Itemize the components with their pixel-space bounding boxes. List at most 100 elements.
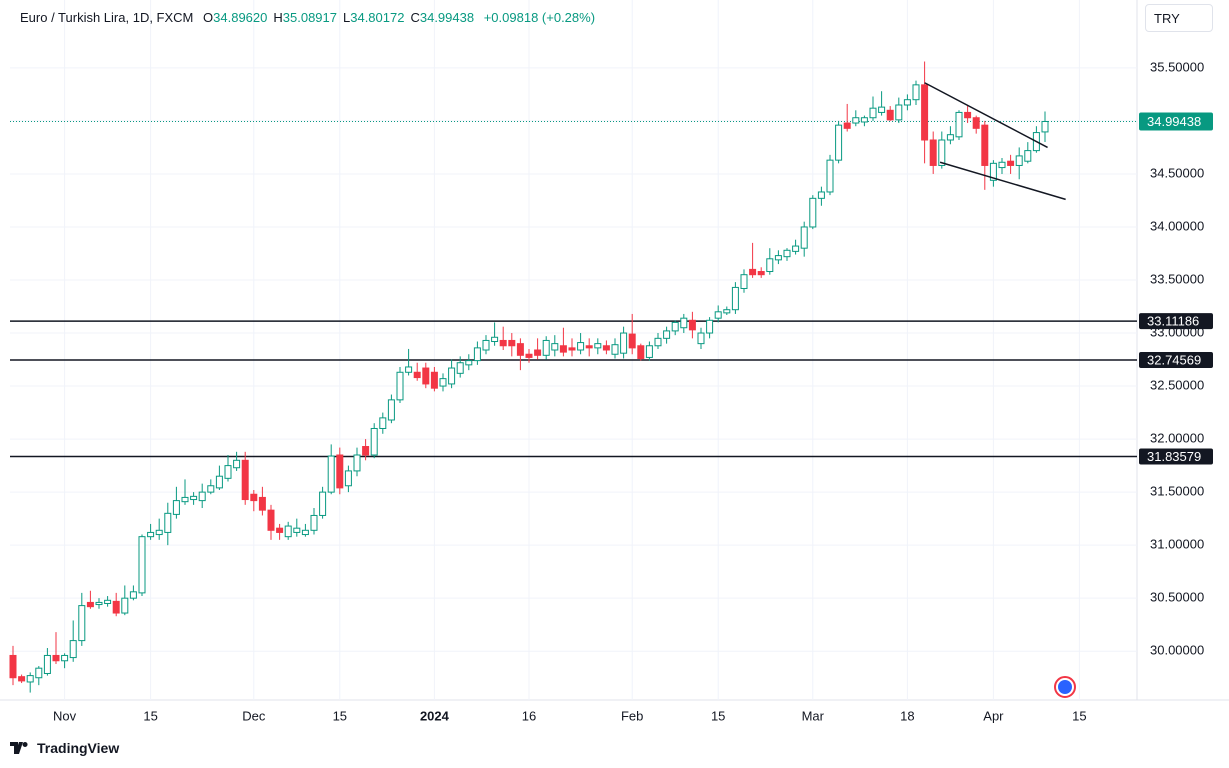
symbol-title: Euro / Turkish Lira, 1D, FXCM	[20, 10, 194, 25]
candle-body	[972, 117, 980, 129]
trendline	[924, 82, 1048, 149]
x-tick-label: 2024	[420, 708, 450, 723]
change: +0.09818 (+0.28%)	[483, 10, 596, 25]
brand-logo	[10, 742, 28, 754]
candle-body	[336, 454, 344, 489]
candle-body	[353, 454, 361, 472]
level-label: 32.74569	[1147, 352, 1201, 367]
currency-button[interactable]: TRY	[1145, 4, 1213, 32]
ohlc-fields: O34.89620 H35.08917 L34.80172 C34.99438	[197, 10, 474, 25]
candle-body	[929, 139, 937, 166]
candle-body	[379, 417, 387, 429]
x-tick-label: 16	[522, 708, 536, 723]
candle-body	[121, 597, 129, 614]
candle-body	[611, 344, 619, 355]
x-tick-label: 18	[900, 708, 914, 723]
candle-body	[637, 345, 645, 359]
x-tick-label: 15	[143, 708, 157, 723]
candle-body	[602, 345, 610, 351]
field-key: C	[410, 10, 420, 25]
last-price-label: 34.99438	[1147, 114, 1201, 129]
last-price-box	[1139, 112, 1213, 131]
candle-body	[241, 459, 249, 501]
candle-body	[233, 459, 241, 469]
level-label: 31.83579	[1147, 449, 1201, 464]
candle-body	[835, 124, 843, 161]
y-tick-label: 34.50000	[1150, 165, 1204, 180]
candle-body	[757, 271, 765, 276]
candle-body	[1041, 121, 1049, 133]
candle-body	[69, 640, 77, 659]
level-label: 33.11186	[1147, 314, 1199, 329]
icon-core	[1058, 680, 1072, 694]
field-key: H	[273, 10, 283, 25]
candle-body	[387, 399, 395, 421]
candle-body	[52, 654, 60, 662]
candle-body	[1007, 160, 1015, 166]
candle-body	[319, 491, 327, 516]
candle-body	[181, 496, 189, 503]
candle-body	[95, 601, 103, 606]
field-key: O	[203, 10, 214, 25]
candle-body	[577, 342, 585, 351]
y-tick-label: 31.50000	[1150, 484, 1204, 499]
candle-body	[147, 531, 155, 538]
candle-body	[293, 527, 301, 533]
candle-body	[78, 605, 86, 642]
candle-body	[224, 465, 232, 479]
candle-body	[327, 455, 335, 493]
candle-body	[207, 485, 215, 493]
candle-body	[826, 159, 834, 193]
symbol-header: Euro / Turkish Lira, 1D, FXCM O34.89620 H…	[20, 10, 595, 25]
candle-body	[809, 197, 817, 228]
candle-body	[800, 226, 808, 249]
candle-body	[843, 122, 851, 129]
candle-body	[783, 249, 791, 258]
candle-body	[198, 491, 206, 502]
settings-icon[interactable]	[1054, 676, 1076, 698]
candle-body	[301, 529, 309, 536]
candle-body	[964, 111, 972, 119]
candle-body	[878, 106, 886, 113]
candle-body	[895, 104, 903, 121]
candle-body	[362, 446, 370, 456]
candle-body	[620, 332, 628, 354]
candle-body	[18, 676, 26, 682]
brand[interactable]: TradingView	[10, 740, 119, 756]
candle-body	[989, 162, 997, 181]
candle-body	[792, 245, 800, 252]
candle-body	[310, 514, 318, 531]
y-tick-label: 30.50000	[1150, 590, 1204, 605]
candle-body	[860, 117, 868, 123]
field-value: 34.99438	[419, 10, 475, 25]
candle-body	[164, 512, 172, 533]
candle-body	[258, 496, 266, 511]
candle-body	[1024, 150, 1032, 162]
candle-body	[628, 333, 636, 349]
candle-body	[129, 591, 137, 599]
candle-body	[938, 139, 946, 166]
candle-body	[405, 366, 413, 373]
candle-body	[284, 525, 292, 538]
candle-body	[26, 675, 34, 683]
x-tick-label: 15	[333, 708, 347, 723]
candle-body	[921, 84, 929, 141]
candle-body	[817, 191, 825, 199]
candle-body	[413, 371, 421, 379]
level-label-box	[1139, 352, 1213, 369]
candle-body	[35, 667, 43, 679]
candle-body	[585, 345, 593, 349]
candle-body	[250, 493, 258, 502]
candle-body	[680, 317, 688, 329]
candle-body	[456, 362, 464, 374]
y-tick-label: 33.50000	[1150, 271, 1204, 286]
candle-body	[688, 319, 696, 331]
candle-body	[766, 258, 774, 273]
candle-body	[534, 349, 542, 356]
candle-body	[267, 509, 275, 531]
candle-body	[43, 654, 51, 674]
candle-body	[594, 343, 602, 349]
candle-body	[508, 339, 516, 347]
candle-body	[774, 255, 782, 261]
candle-body	[568, 347, 576, 351]
